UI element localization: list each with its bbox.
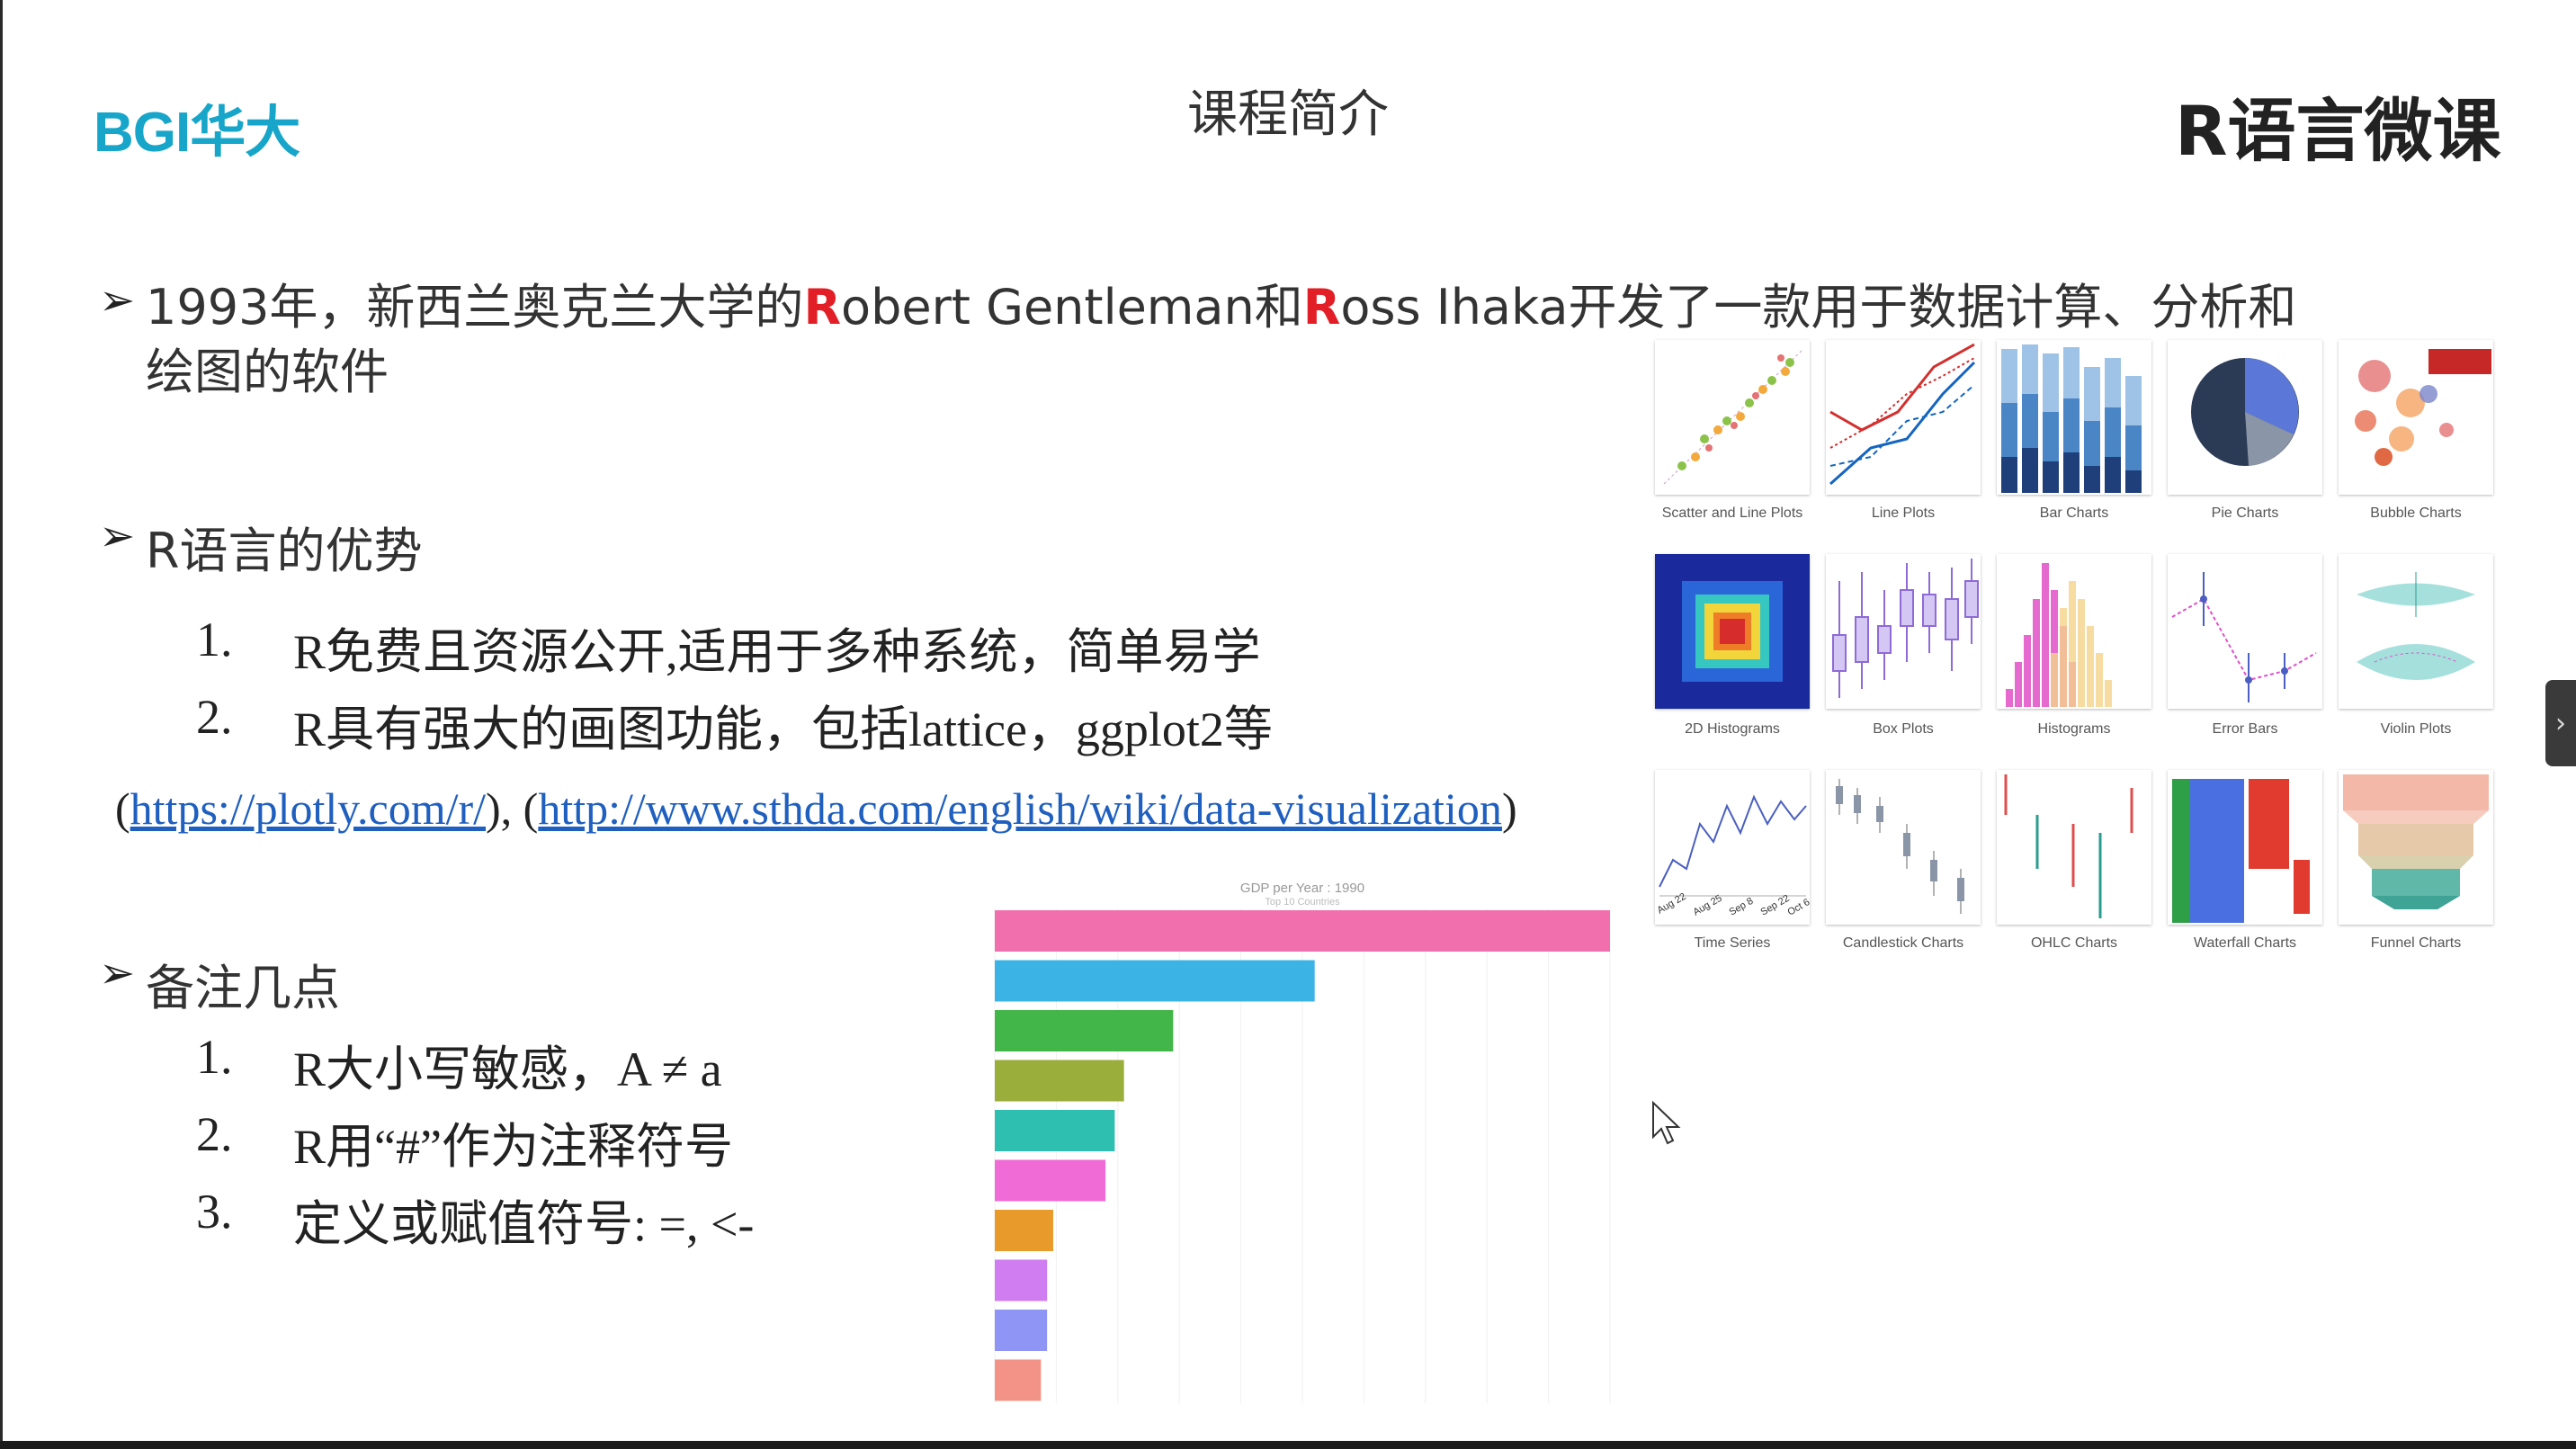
bar-icon [1997, 340, 2151, 495]
bullet-arrow-icon: ➢ [99, 275, 136, 326]
gdp-bar [995, 1010, 1174, 1051]
advantages-heading: ➢ R语言的优势 [99, 511, 423, 579]
heatmap-icon [1655, 554, 1810, 709]
svg-text:Sep 22: Sep 22 [1759, 893, 1792, 918]
gallery-label: Pie Charts [2211, 505, 2279, 521]
advantage-item: 1. R免费且资源公开,适用于多种系统，简单易学 [196, 613, 1261, 679]
note-item: 3. 定义或赋值符号: =, <- [196, 1185, 755, 1251]
sthda-link[interactable]: http://www.sthda.com/english/wiki/data-v… [538, 783, 1502, 834]
gdp-bar-chart: GDP per Year : 1990 Top 10 Countries [935, 872, 1637, 1412]
pie-icon [2168, 340, 2322, 495]
gdp-bar [995, 960, 1315, 1002]
gallery-label: Scatter and Line Plots [1661, 505, 1803, 521]
window-border-bottom [0, 1441, 2576, 1449]
bullet-arrow-icon: ➢ [99, 511, 136, 561]
svg-text:Aug 25: Aug 25 [1692, 893, 1724, 918]
boxplot-icon [1826, 554, 1981, 709]
gallery-label: Time Series [1694, 935, 1771, 951]
histogram-icon [1997, 554, 2151, 709]
gallery-label: Box Plots [1873, 721, 1934, 737]
violin-icon [2339, 554, 2493, 709]
chart-title: GDP per Year : 1990 [1240, 881, 1364, 896]
note-item: 1. R大小写敏感，A ≠ a [196, 1030, 722, 1096]
gallery-label: Bar Charts [2039, 505, 2109, 521]
gallery-label: 2D Histograms [1685, 721, 1780, 737]
gdp-bar [995, 1210, 1053, 1251]
gdp-bar [995, 910, 1610, 952]
gallery-label: Bubble Charts [2370, 505, 2462, 521]
svg-text:Sep 8: Sep 8 [1728, 896, 1756, 918]
line-icon [1826, 340, 1981, 495]
gallery-label: Error Bars [2212, 721, 2278, 737]
gallery-label: Violin Plots [2380, 721, 2452, 737]
errorbar-icon [2168, 554, 2322, 709]
notes-heading: ➢ 备注几点 [99, 948, 340, 1016]
bgi-logo: BGI华大 [94, 102, 300, 164]
gdp-bar [995, 1060, 1124, 1102]
gdp-bar-chart-svg: GDP per Year : 1990 Top 10 Countries [994, 881, 1611, 1403]
chevron-right-icon[interactable]: › [2545, 680, 2576, 766]
advantage-item: 2. R具有强大的画图功能，包括lattice，ggplot2等 [196, 690, 1273, 756]
candlestick-icon [1826, 770, 1981, 925]
chart-gallery: Scatter and Line Plots Line Plots Bar Ch… [1655, 340, 2500, 970]
slide-title: 课程简介 [1187, 85, 1389, 144]
timeseries-icon: Aug 22 Aug 25 Sep 8 Sep 22 Oct 6 [1655, 770, 1810, 925]
gdp-bar [995, 1259, 1048, 1301]
gallery-label: Candlestick Charts [1842, 935, 1964, 951]
waterfall-icon [2168, 770, 2322, 925]
reference-links: (https://plotly.com/r/), (http://www.sth… [115, 783, 1517, 834]
gallery-label: Funnel Charts [2370, 935, 2462, 951]
plotly-link[interactable]: https://plotly.com/r/ [130, 783, 487, 834]
gallery-label: Histograms [2037, 721, 2111, 737]
gallery-label: Waterfall Charts [2193, 935, 2297, 951]
mouse-cursor-icon [1652, 1101, 1681, 1145]
gallery-label: Line Plots [1871, 505, 1936, 521]
gdp-bar [995, 1159, 1106, 1202]
window-border-left [0, 0, 3, 1449]
bubble-icon [2339, 340, 2493, 495]
course-title: R语言微课 [2175, 91, 2501, 171]
gdp-bar [995, 1359, 1042, 1401]
svg-text:Aug 22: Aug 22 [1656, 891, 1688, 917]
history-bullet: ➢ 1993年，新西兰奥克兰大学的Robert Gentleman和Ross I… [99, 275, 2455, 405]
ohlc-icon [1997, 770, 2151, 925]
gdp-bar [995, 1310, 1048, 1351]
history-text: 1993年，新西兰奥克兰大学的Robert Gentleman和Ross Iha… [146, 279, 2297, 400]
chart-subtitle: Top 10 Countries [1265, 897, 1340, 908]
gallery-label: OHLC Charts [2030, 935, 2118, 951]
note-item: 2. R用“#”作为注释符号 [196, 1107, 733, 1174]
gdp-bar [995, 1110, 1115, 1151]
scatter-icon [1655, 340, 1810, 495]
funnel-icon [2339, 770, 2493, 925]
bullet-arrow-icon: ➢ [99, 948, 136, 998]
